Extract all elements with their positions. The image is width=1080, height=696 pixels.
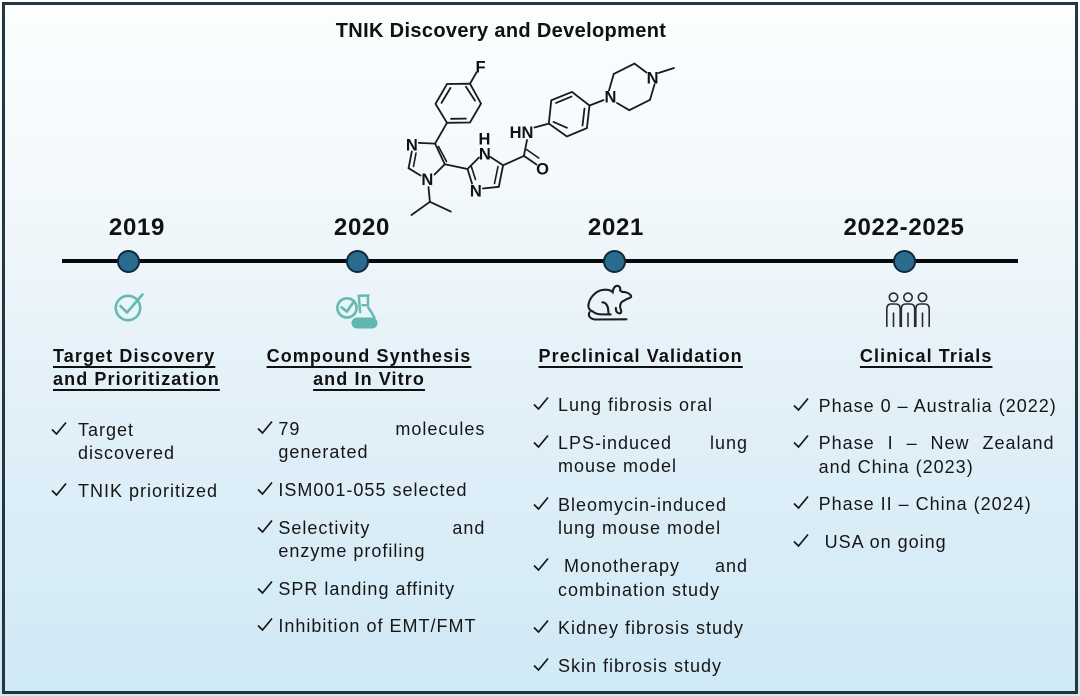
svg-text:N: N xyxy=(421,171,433,189)
svg-text:N: N xyxy=(647,70,659,88)
svg-text:N: N xyxy=(406,137,418,155)
svg-text:HN: HN xyxy=(510,124,534,142)
svg-text:O: O xyxy=(536,161,549,179)
svg-text:H: H xyxy=(478,131,490,149)
svg-text:N: N xyxy=(479,146,491,164)
svg-text:N: N xyxy=(605,89,617,107)
svg-text:F: F xyxy=(475,59,485,77)
svg-text:N: N xyxy=(470,183,482,201)
